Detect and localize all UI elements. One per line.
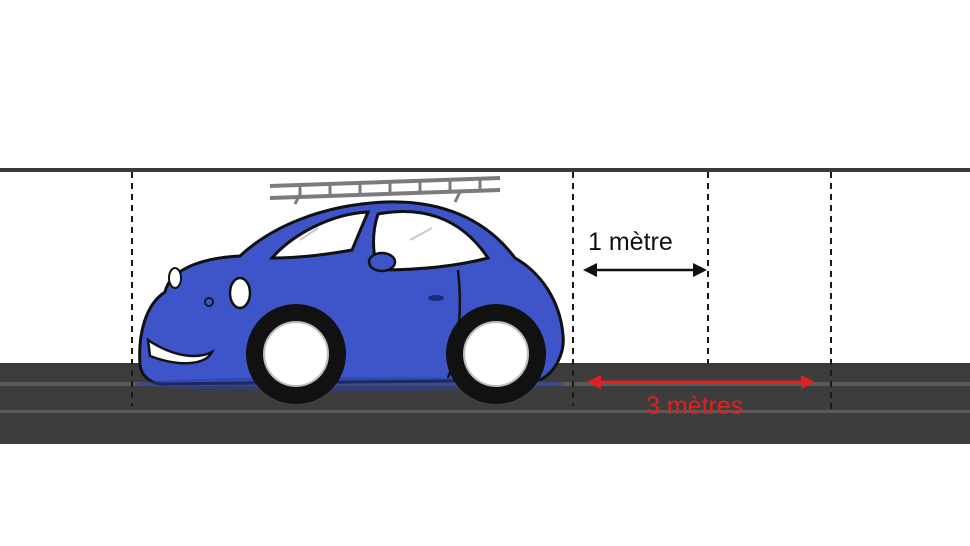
- three-metres-label: 3 mètres: [646, 392, 744, 420]
- upper-rail: [0, 168, 970, 172]
- one-metre-arrow: [583, 263, 707, 277]
- three-metres-arrow: [587, 375, 815, 389]
- road-stripe: [0, 410, 970, 413]
- car-icon: [135, 200, 565, 404]
- ladder-icon: [269, 176, 501, 205]
- one-metre-label: 1 mètre: [588, 228, 673, 256]
